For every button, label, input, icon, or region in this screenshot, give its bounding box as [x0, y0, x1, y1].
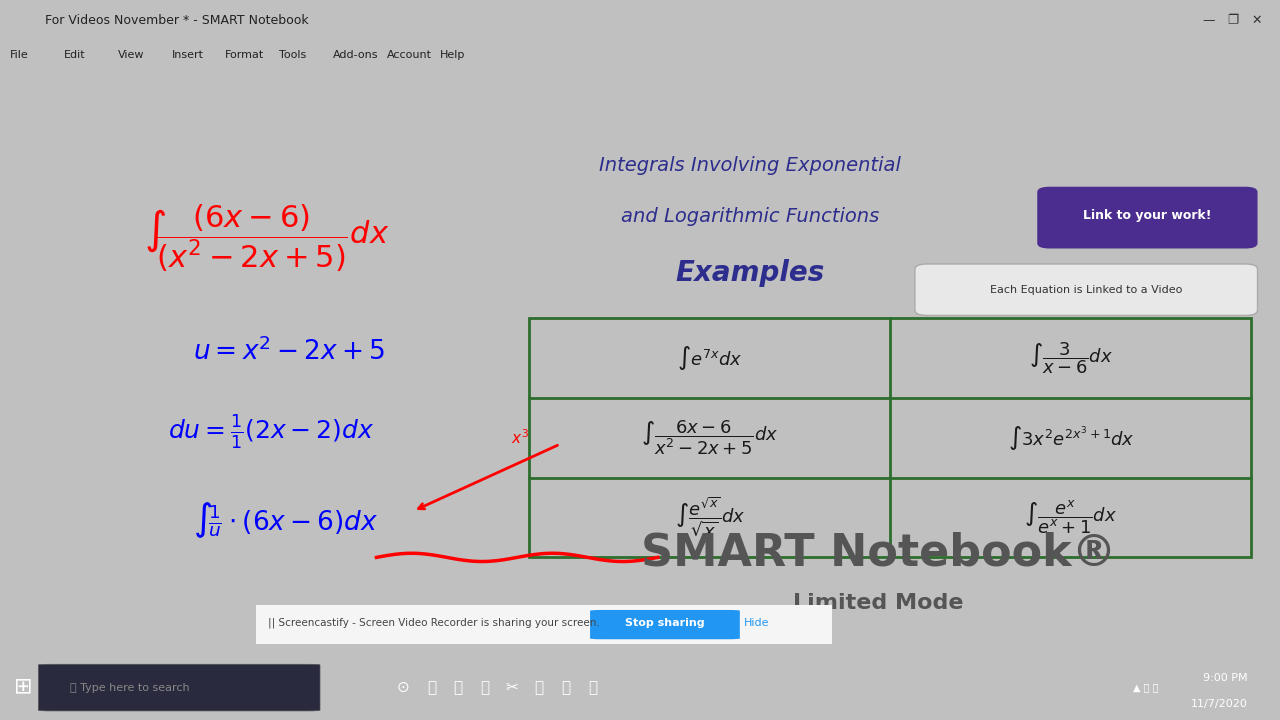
Text: ⊙: ⊙: [397, 680, 410, 695]
Text: 11/7/2020: 11/7/2020: [1192, 699, 1248, 708]
FancyBboxPatch shape: [244, 604, 844, 645]
Text: Integrals Involving Exponential: Integrals Involving Exponential: [599, 156, 901, 175]
Text: $x^3$: $x^3$: [511, 428, 529, 447]
Text: 📂: 📂: [588, 680, 598, 695]
Text: SMART Notebook®: SMART Notebook®: [640, 531, 1116, 575]
FancyBboxPatch shape: [590, 610, 740, 639]
Text: 📁: 📁: [426, 680, 436, 695]
Text: $\int\!\!\dfrac{(6x-6)}{(x^2-2x+5)}dx$: $\int\!\!\dfrac{(6x-6)}{(x^2-2x+5)}dx$: [143, 202, 389, 274]
Text: Each Equation is Linked to a Video: Each Equation is Linked to a Video: [989, 284, 1183, 294]
Text: For Videos November * - SMART Notebook: For Videos November * - SMART Notebook: [45, 14, 308, 27]
Bar: [530, 318, 1252, 557]
Text: $\int\dfrac{6x-6}{x^2-2x+5}dx$: $\int\dfrac{6x-6}{x^2-2x+5}dx$: [641, 418, 778, 457]
Text: $du = \frac{1}{1}(2x-2)dx$: $du = \frac{1}{1}(2x-2)dx$: [169, 413, 375, 451]
Text: ✂: ✂: [506, 680, 518, 695]
Text: Help: Help: [440, 50, 466, 60]
Text: ⊞: ⊞: [14, 678, 32, 698]
FancyBboxPatch shape: [38, 665, 320, 711]
Text: and Logarithmic Functions: and Logarithmic Functions: [621, 207, 879, 226]
Text: 📧: 📧: [453, 680, 463, 695]
Text: ▲ 🔊 📶: ▲ 🔊 📶: [1133, 683, 1158, 693]
Text: —: —: [1202, 14, 1215, 27]
Text: Limited Mode: Limited Mode: [792, 593, 964, 613]
Text: $\int 3x^2 e^{2x^3+1}dx$: $\int 3x^2 e^{2x^3+1}dx$: [1007, 423, 1134, 451]
Text: ❐: ❐: [1228, 14, 1238, 27]
Text: 🔵: 🔵: [534, 680, 544, 695]
Text: Add-ons: Add-ons: [333, 50, 379, 60]
Text: $\int\dfrac{e^x}{e^x+1}dx$: $\int\dfrac{e^x}{e^x+1}dx$: [1024, 499, 1117, 536]
Text: Edit: Edit: [64, 50, 86, 60]
Text: ✕: ✕: [1252, 14, 1262, 27]
Text: 🔍 Type here to search: 🔍 Type here to search: [70, 683, 189, 693]
Text: Account: Account: [387, 50, 431, 60]
Text: 🔴: 🔴: [480, 680, 490, 695]
Text: Link to your work!: Link to your work!: [1083, 209, 1212, 222]
Text: Insert: Insert: [172, 50, 204, 60]
Text: || Screencastify - Screen Video Recorder is sharing your screen.: || Screencastify - Screen Video Recorder…: [268, 617, 599, 628]
FancyBboxPatch shape: [1037, 186, 1257, 248]
Text: $\int\dfrac{e^{\sqrt{x}}}{\sqrt{x}}dx$: $\int\dfrac{e^{\sqrt{x}}}{\sqrt{x}}dx$: [675, 496, 745, 539]
Text: $u = x^2 - 2x + 5$: $u = x^2 - 2x + 5$: [193, 336, 385, 364]
Text: $\int\!\frac{1}{u}\cdot(6x-6)dx$: $\int\!\frac{1}{u}\cdot(6x-6)dx$: [193, 501, 379, 541]
Text: $\int\dfrac{3}{x-6}dx$: $\int\dfrac{3}{x-6}dx$: [1029, 340, 1112, 376]
Text: Format: Format: [225, 50, 265, 60]
Text: File: File: [10, 50, 29, 60]
Text: Examples: Examples: [675, 258, 824, 287]
Text: 🌐: 🌐: [561, 680, 571, 695]
Text: $\int e^{7x}dx$: $\int e^{7x}dx$: [677, 344, 742, 372]
FancyBboxPatch shape: [915, 264, 1257, 315]
Text: Stop sharing: Stop sharing: [625, 618, 705, 628]
Text: Hide: Hide: [745, 618, 769, 628]
Text: Tools: Tools: [279, 50, 306, 60]
Text: 9:00 PM: 9:00 PM: [1203, 673, 1248, 683]
Text: View: View: [118, 50, 145, 60]
